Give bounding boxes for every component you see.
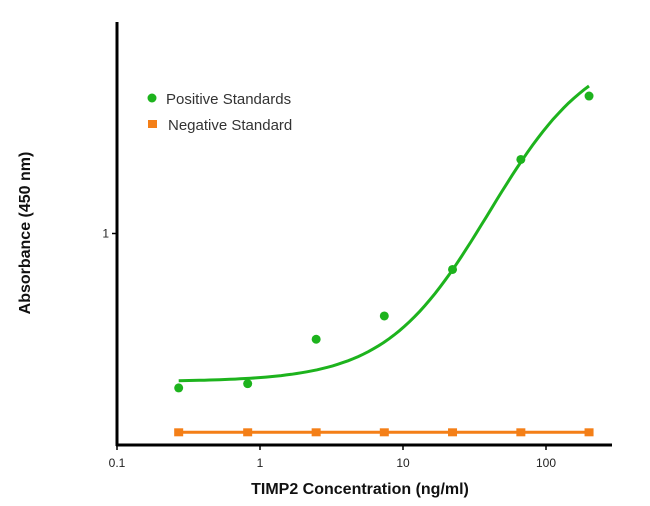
y-axis-label: Absorbance (450 nm) — [17, 152, 34, 315]
positive-standard-point — [584, 91, 594, 101]
x-tick-label: 0.1 — [109, 456, 126, 470]
y-tick-label: 1 — [102, 227, 109, 241]
legend-label-negative: Negative Standard — [168, 117, 292, 134]
x-tick-label: 1 — [257, 456, 264, 470]
negative-standard-point — [311, 428, 321, 437]
legend-label-positive: Positive Standards — [166, 91, 291, 108]
x-axis-label: TIMP2 Concentration (ng/ml) — [251, 481, 469, 498]
positive-standard-point — [174, 383, 184, 393]
negative-standard-point — [379, 428, 389, 437]
positive-standard-point — [243, 379, 253, 389]
x-tick-label: 100 — [536, 456, 556, 470]
legend-marker-positive — [147, 93, 157, 103]
negative-standard-point — [174, 428, 184, 437]
positive-standard-point — [516, 154, 526, 164]
positive-standard-point — [379, 311, 389, 321]
x-tick-label: 10 — [396, 456, 410, 470]
legend-marker-negative — [148, 120, 157, 128]
positive-standard-point — [311, 334, 321, 344]
legend: Positive Standards Negative Standard — [147, 91, 292, 134]
negative-standard-point — [243, 428, 253, 437]
negative-standard-point — [516, 428, 526, 437]
negative-standard-point — [448, 428, 458, 437]
positive-standard-point — [448, 264, 458, 274]
negative-standard-point — [584, 428, 594, 437]
